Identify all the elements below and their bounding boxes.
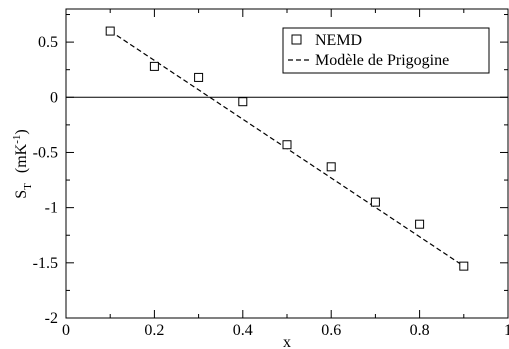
y-tick-label: 0.5 bbox=[38, 34, 58, 51]
legend-box bbox=[282, 27, 490, 74]
y-axis-label-units-superscript: -1 bbox=[11, 135, 23, 144]
ticks bbox=[65, 9, 509, 319]
legend-marker-nemd bbox=[291, 34, 302, 45]
data-point bbox=[326, 162, 336, 172]
x-tick-label: 0.2 bbox=[144, 322, 164, 339]
y-axis-label-units-close: ) bbox=[13, 129, 30, 134]
y-axis-label-symbol: S bbox=[13, 190, 30, 199]
y-tick-label: 0 bbox=[50, 89, 58, 106]
data-point bbox=[105, 26, 115, 36]
legend-label-prigogine: Modèle de Prigogine bbox=[315, 52, 449, 69]
legend-label-nemd: NEMD bbox=[315, 32, 362, 49]
series-layer bbox=[105, 26, 469, 271]
x-tick-label: 0.6 bbox=[321, 322, 341, 339]
x-tick-label: 0 bbox=[62, 322, 70, 339]
y-axis-label-subscript: T bbox=[22, 183, 34, 190]
data-point bbox=[459, 261, 469, 271]
y-axis-label: ST (mK-1) bbox=[11, 129, 34, 198]
legend: NEMD Modèle de Prigogine bbox=[282, 27, 490, 74]
y-tick-label: -2 bbox=[45, 310, 58, 327]
data-point bbox=[370, 197, 380, 207]
x-tick-label: 1 bbox=[504, 322, 509, 339]
data-point bbox=[194, 72, 204, 82]
data-point bbox=[149, 61, 159, 71]
x-tick-label: 0.4 bbox=[233, 322, 253, 339]
x-axis-label: x bbox=[283, 334, 291, 349]
y-tick-label: -0.5 bbox=[33, 144, 58, 161]
data-point bbox=[238, 97, 248, 107]
data-point bbox=[415, 219, 425, 229]
y-axis-label-units: (mK bbox=[13, 143, 30, 173]
y-tick-label: -1.5 bbox=[33, 255, 58, 272]
y-tick-label: -1 bbox=[45, 200, 58, 217]
data-point bbox=[282, 140, 292, 150]
tick-labels: 0 0.2 0.4 0.6 0.8 1 -2 -1.5 -1 -0.5 0 0.5 bbox=[33, 34, 509, 339]
x-tick-label: 0.8 bbox=[410, 322, 430, 339]
